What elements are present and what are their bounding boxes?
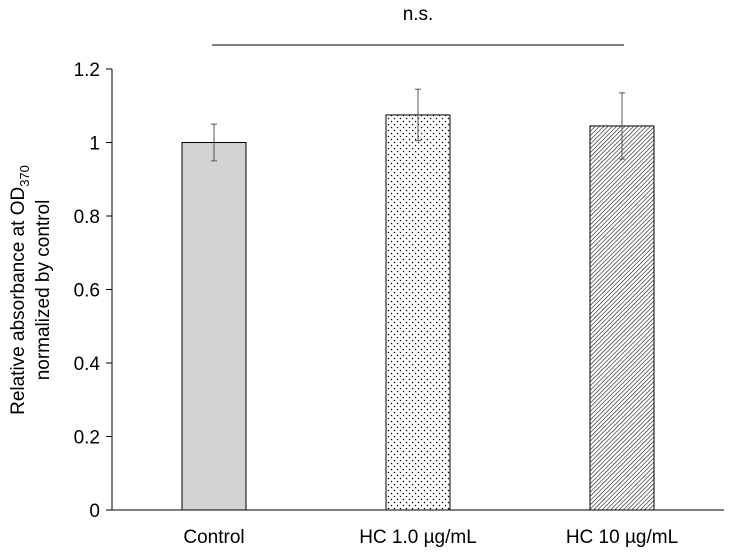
- bar-1: [385, 114, 451, 511]
- y-axis-title: Relative absorbance at OD370: [8, 165, 32, 415]
- significance-label: n.s.: [403, 4, 434, 25]
- error-bars: [211, 88, 625, 162]
- y-axis-ticks: 0 0.2 0.4 0.6 0.8 1 1.2: [74, 60, 112, 522]
- y-tick-label: 0.6: [74, 281, 100, 302]
- category-labels: Control HC 1.0 µg/mL HC 10 µg/mL: [183, 527, 678, 548]
- y-tick-label: 0.2: [74, 428, 100, 449]
- category-label-0: Control: [183, 527, 244, 548]
- bars: [181, 114, 655, 511]
- y-tick-label: 1.2: [74, 60, 100, 81]
- y-tick-label: 0.8: [74, 207, 100, 228]
- category-label-1: HC 1.0 µg/mL: [359, 527, 477, 548]
- y-tick-label: 0: [89, 501, 100, 522]
- y-axis-title-subscript: 370: [17, 165, 32, 187]
- y-tick-label: 1: [89, 134, 100, 155]
- category-label-2: HC 10 µg/mL: [566, 527, 678, 548]
- bar-0: [181, 142, 247, 511]
- y-tick-label: 0.4: [74, 354, 101, 375]
- y-axis-title-line2: normalized by control: [33, 200, 54, 381]
- bar-2: [589, 125, 655, 511]
